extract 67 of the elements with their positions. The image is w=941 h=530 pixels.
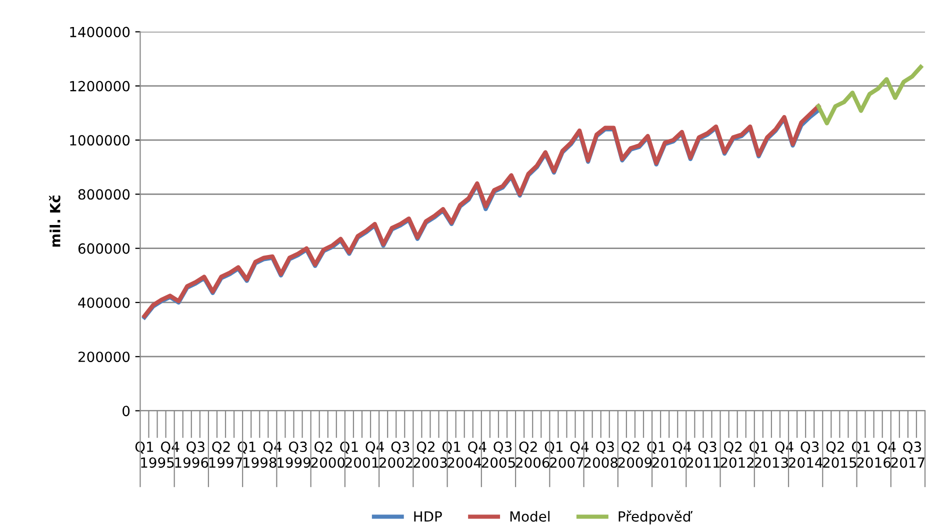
x-tick-label: Q3 [800, 442, 819, 454]
x-tick-label: Q3 [288, 442, 307, 454]
line-series [816, 64, 923, 126]
x-tick-label: Q1 [238, 442, 256, 454]
x-tick-label: Q2 [212, 442, 230, 454]
y-tick-label: 1400000 [70, 26, 130, 38]
x-tick-label: Q4 [263, 442, 282, 454]
y-tick-label: 0 [122, 406, 130, 416]
x-tick-label: Q3 [903, 442, 921, 454]
text: 2017 [891, 457, 924, 468]
x-tick-label: Q2 [826, 442, 844, 454]
text: 2014 [788, 457, 822, 468]
text: 2002 [379, 457, 412, 468]
text: 2000 [311, 457, 345, 468]
x-tick-label: Q2 [724, 442, 742, 454]
x-tick-label: Q1 [340, 442, 358, 454]
text: 2007 [550, 457, 584, 468]
x-tick-label: Q2 [519, 442, 537, 454]
text: 1997 [209, 457, 242, 468]
y-tick-label: 1200000 [70, 80, 130, 92]
text: 2013 [754, 457, 788, 468]
text: 1998 [243, 457, 276, 468]
x-tick-label: Q4 [366, 442, 384, 454]
text: 2012 [720, 457, 754, 468]
y-tick-label: 200000 [78, 352, 130, 362]
y-tick-label: 400000 [78, 297, 130, 308]
x-tick-label: Q1 [647, 442, 665, 454]
x-tick-label: Q2 [622, 442, 640, 454]
y-tick-label: 800000 [78, 189, 130, 200]
x-tick-label: Q1 [750, 442, 768, 454]
legend-label: Předpověď [618, 510, 693, 524]
text: 2004 [448, 457, 482, 468]
text: 2005 [482, 457, 515, 468]
x-tick-label: Q1 [135, 442, 154, 454]
y-tick-label: 600000 [78, 243, 130, 254]
y-axis-title: mil. Kč [49, 196, 60, 247]
x-tick-label: Q3 [596, 442, 614, 454]
x-tick-label: Q2 [416, 442, 434, 454]
text: 2011 [686, 457, 720, 468]
x-tick-label: Q3 [494, 442, 512, 454]
text: 2006 [516, 457, 550, 468]
text: 2008 [584, 457, 618, 468]
x-tick-label: Q3 [186, 442, 204, 454]
x-tick-label: Q4 [878, 442, 896, 454]
x-tick-label: Q4 [775, 442, 794, 454]
text: 2010 [652, 457, 686, 468]
text: 1996 [175, 457, 208, 468]
text: 1995 [141, 457, 174, 468]
x-tick-label: Q1 [544, 442, 563, 454]
x-tick-label: Q2 [314, 442, 332, 454]
x-tick-label: Q4 [468, 442, 486, 454]
text: 2015 [823, 457, 856, 468]
x-tick-label: Q4 [672, 442, 691, 454]
text: 2001 [345, 457, 378, 468]
text: 2003 [414, 457, 447, 468]
y-tick-label: 1000000 [70, 135, 130, 146]
text: 2009 [618, 457, 652, 468]
x-tick-label: Q4 [570, 442, 589, 454]
x-tick-label: Q1 [442, 442, 460, 454]
x-tick-label: Q3 [698, 442, 716, 454]
text: 2016 [857, 457, 891, 468]
legend-label: HDP [414, 511, 442, 522]
x-tick-label: Q4 [160, 442, 180, 454]
text: 1999 [278, 457, 310, 468]
x-tick-label: Q1 [852, 442, 870, 454]
legend-label: Model [510, 510, 550, 522]
x-tick-label: Q3 [391, 442, 410, 454]
